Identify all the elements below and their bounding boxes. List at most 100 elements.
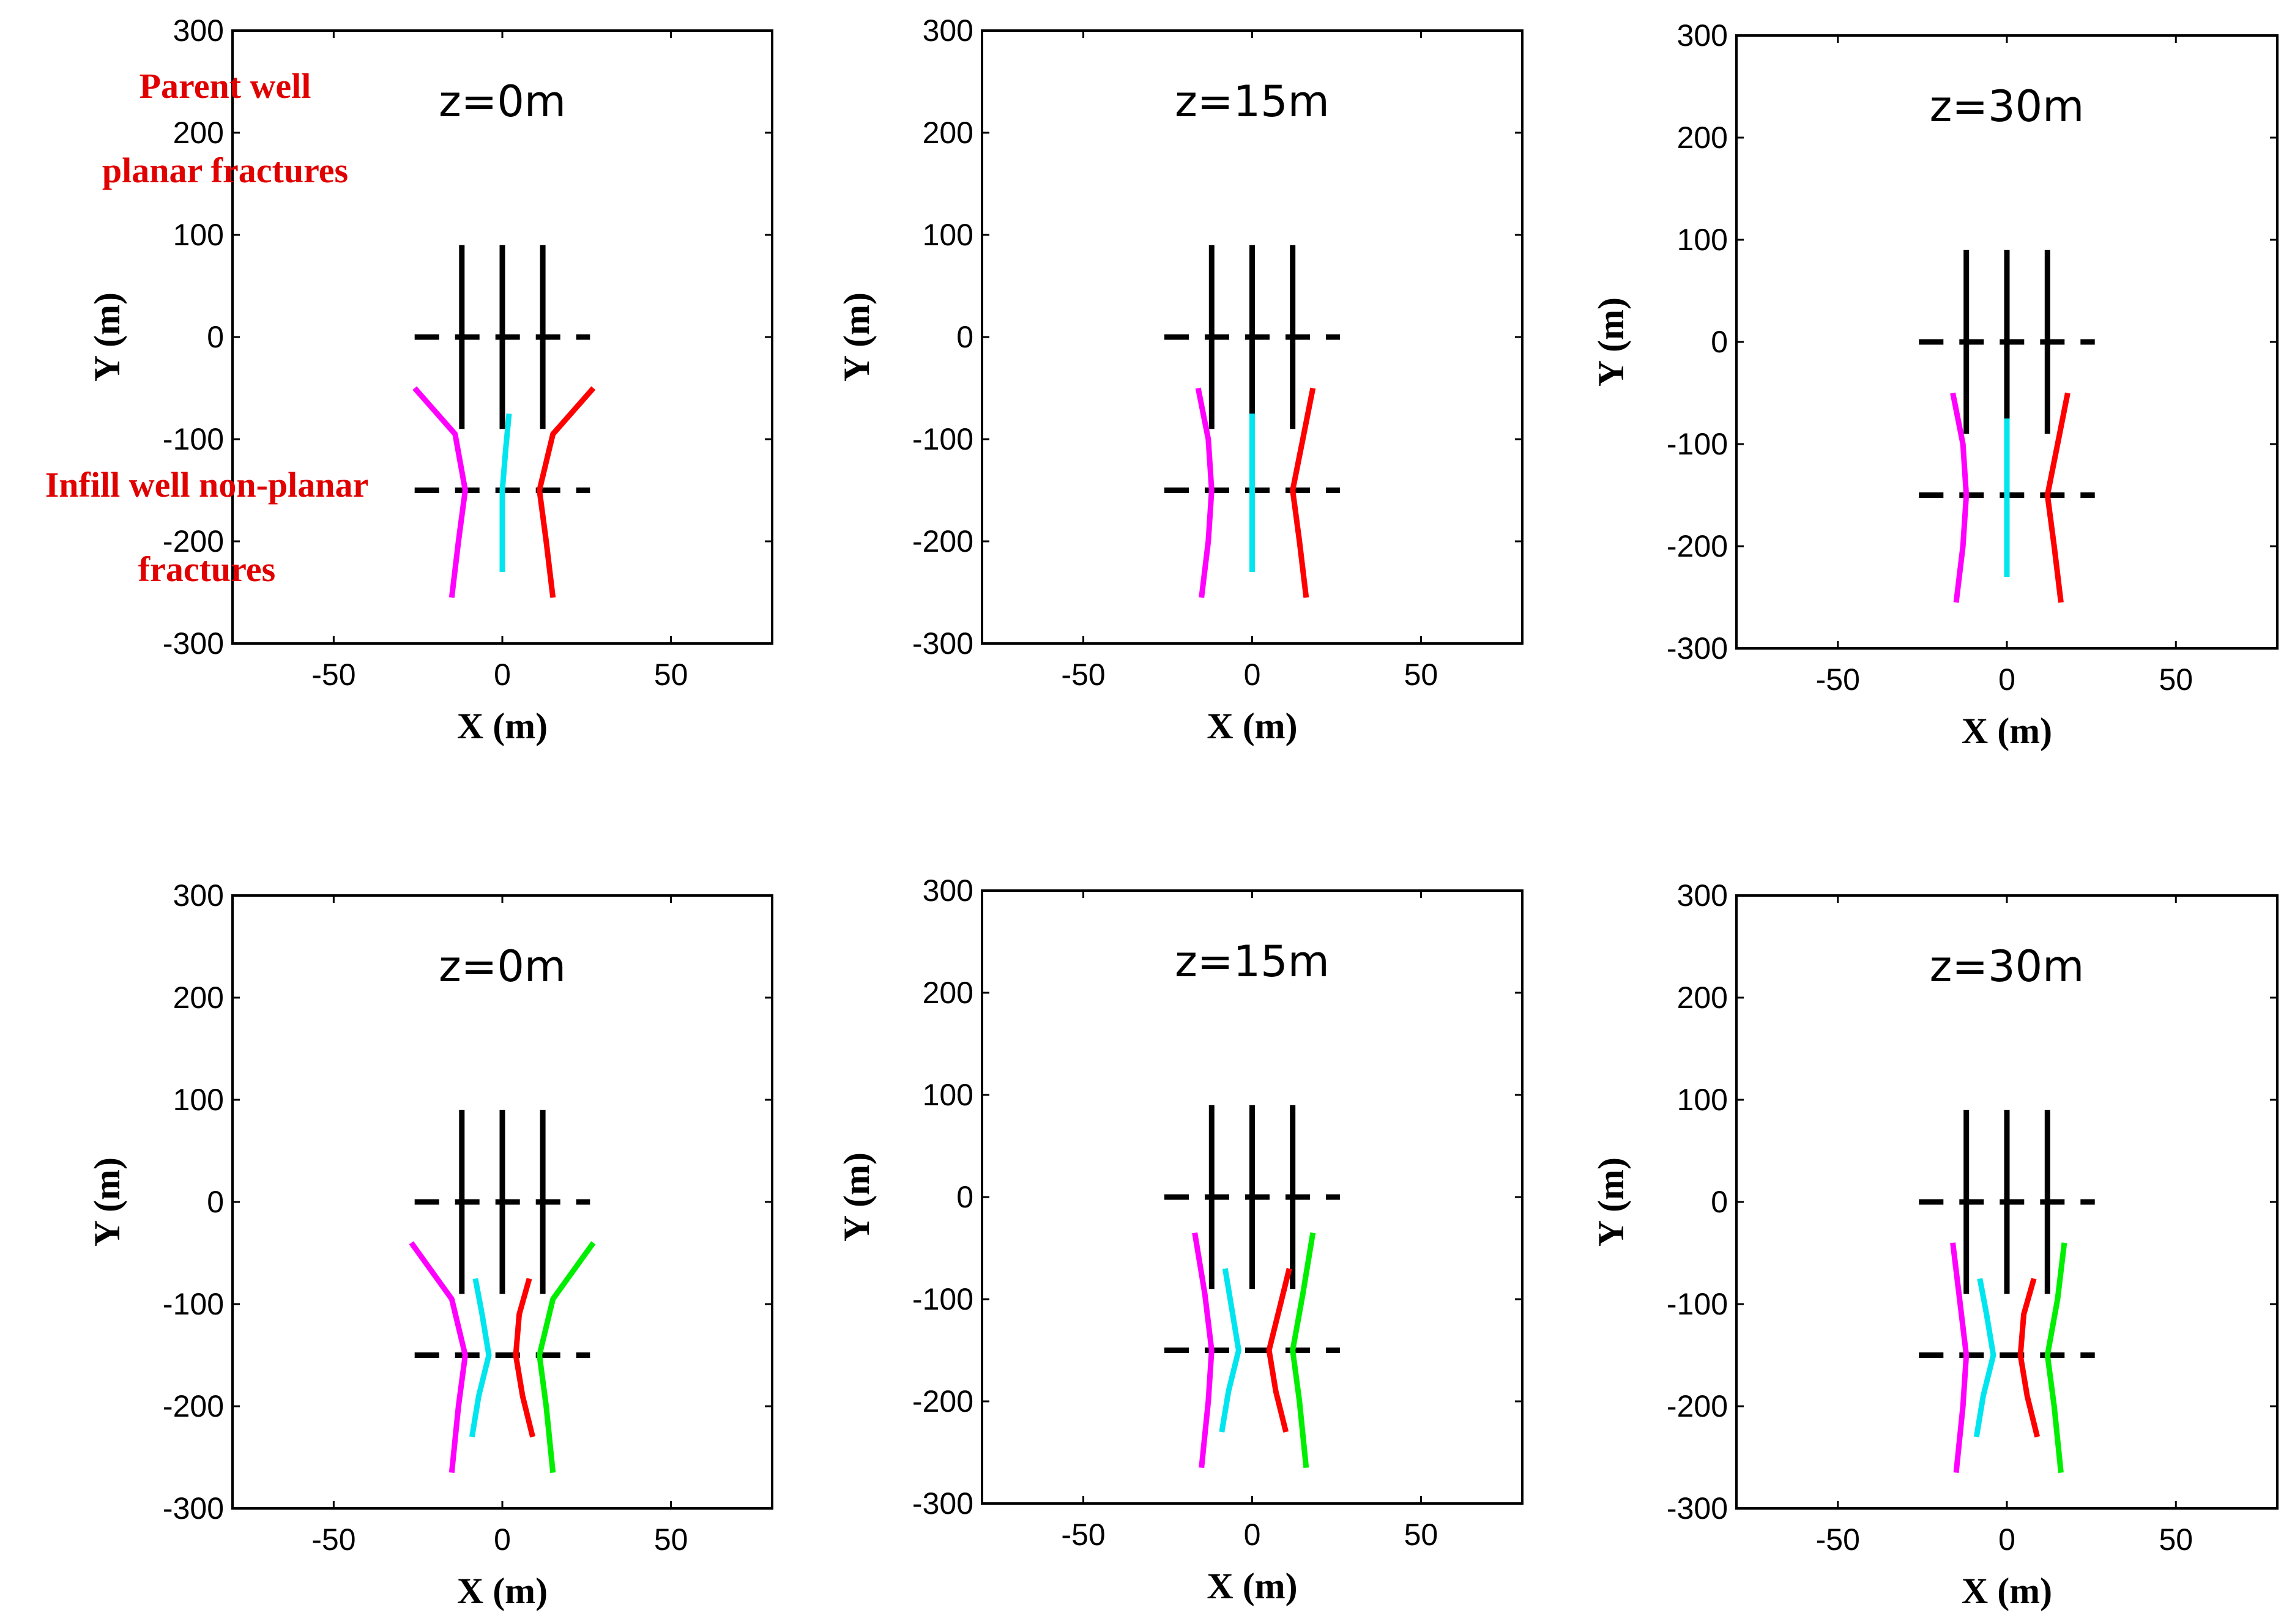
y-tick-label: 0 (956, 320, 973, 354)
y-tick-label: -200 (1667, 529, 1728, 563)
series-infill-fracture-cyan (1973, 1278, 1996, 1437)
y-tick-label: 100 (173, 1083, 224, 1117)
y-axis-label: Y (m) (836, 1152, 877, 1242)
parent-well-label-line2: planar fractures (102, 150, 348, 190)
y-tick-label: -100 (912, 422, 973, 456)
y-tick-label: 100 (923, 218, 973, 252)
x-tick-label: 50 (2159, 1522, 2193, 1557)
series-infill-fracture-red (1290, 387, 1316, 598)
y-tick-label: 100 (923, 1078, 973, 1112)
y-axis-label: Y (m) (1591, 297, 1631, 387)
y-axis-label: Y (m) (87, 1157, 127, 1247)
y-tick-label: 100 (1677, 1083, 1728, 1117)
x-tick-label: 0 (494, 1522, 511, 1557)
x-axis-label: X (m) (1962, 1571, 2052, 1611)
y-tick-label: -200 (163, 1389, 224, 1423)
panel-6: -50 0 50 300 200 100 0 -100 -200 -300 X (m) Y (m) z=… (1591, 878, 2279, 1611)
y-tick-label: -100 (1667, 1287, 1728, 1321)
x-tick-label: -50 (1061, 1518, 1105, 1552)
panel-4: -50 0 50 300 200 100 0 -100 -200 -300 X (m) Y (m) z=… (87, 878, 773, 1611)
panel-title: z=15m (1175, 936, 1330, 987)
x-tick-label: -50 (311, 1522, 355, 1557)
x-tick-label: 0 (1998, 1522, 2015, 1557)
panel-title: z=0m (439, 76, 566, 127)
y-tick-label: 0 (1711, 1185, 1728, 1219)
panel-title: z=30m (1930, 81, 2085, 132)
y-axis-label: Y (m) (1591, 1157, 1631, 1247)
y-tick-label: 200 (173, 116, 224, 150)
series-infill-fracture-magenta (1950, 1242, 1970, 1474)
parent-well-label: Parent well (140, 66, 311, 106)
series-infill-fracture-magenta (412, 386, 468, 598)
series-infill-fracture-green (2044, 1242, 2067, 1474)
x-axis-label: X (m) (1207, 1566, 1297, 1606)
infill-well-label: Infill well non-planar (45, 465, 369, 505)
x-axis-label: X (m) (1962, 711, 2052, 751)
series-infill-fracture-magenta (1195, 387, 1215, 598)
series-infill-fracture-magenta (1950, 392, 1970, 603)
x-axis-label: X (m) (457, 1571, 548, 1611)
y-tick-label: -300 (912, 1486, 973, 1521)
y-tick-label: -100 (1667, 427, 1728, 461)
panel-title: z=15m (1175, 76, 1330, 127)
y-tick-label: 200 (1677, 121, 1728, 155)
y-tick-label: 300 (173, 13, 224, 48)
x-tick-label: -50 (311, 658, 355, 692)
panel-title: z=30m (1930, 941, 2085, 992)
y-tick-label: 0 (1711, 325, 1728, 359)
x-tick-label: 50 (2159, 662, 2193, 697)
y-axis-label: Y (m) (87, 292, 127, 382)
series-infill-fracture-red (2017, 1278, 2041, 1438)
y-tick-label: -300 (1667, 631, 1728, 666)
x-tick-label: 0 (494, 658, 511, 692)
series-infill-fracture-red (2044, 392, 2071, 603)
y-tick-label: -200 (163, 524, 224, 558)
x-tick-label: 50 (1404, 658, 1438, 692)
y-tick-label: 300 (1677, 18, 1728, 53)
x-tick-label: 0 (1244, 658, 1261, 692)
x-tick-label: 50 (1404, 1518, 1438, 1552)
series-infill-fracture-red (1266, 1267, 1292, 1433)
panel-title: z=0m (439, 941, 566, 992)
series-infill-fracture-red (513, 1278, 535, 1438)
y-tick-label: -300 (912, 626, 973, 661)
panel-5: -50 0 50 300 200 100 0 -100 -200 -300 X (m) Y (m) z=… (836, 873, 1524, 1606)
series-infill-fracture-cyan (1219, 1268, 1241, 1433)
x-axis-label: X (m) (457, 706, 548, 746)
series-infill-fracture-cyan (469, 1278, 492, 1437)
y-tick-label: 200 (923, 976, 973, 1010)
y-tick-label: 0 (207, 320, 224, 354)
y-tick-label: -200 (912, 1384, 973, 1418)
y-tick-label: 300 (1677, 878, 1728, 913)
x-tick-label: 50 (654, 1522, 688, 1557)
y-tick-label: -300 (1667, 1491, 1728, 1526)
y-tick-label: 200 (1677, 981, 1728, 1015)
panel-3: -50 0 50 300 200 100 0 -100 -200 -300 X (m) Y (m) z=… (1591, 18, 2279, 751)
y-tick-label: 300 (173, 878, 224, 913)
series-infill-fracture-green (1290, 1232, 1316, 1469)
y-tick-label: 0 (207, 1185, 224, 1219)
infill-well-label-line2: fractures (138, 549, 275, 589)
panel-1: -50 0 50 300 200 100 0 -100 -200 -300 X (m) Y (m) z=… (87, 13, 773, 746)
y-tick-label: 300 (923, 873, 973, 908)
y-axis-label: Y (m) (836, 292, 877, 382)
y-tick-label: -300 (163, 626, 224, 661)
y-tick-label: 0 (956, 1180, 973, 1214)
y-tick-label: -100 (163, 1287, 224, 1321)
series-infill-fracture-green (537, 1241, 596, 1474)
x-tick-label: 0 (1998, 662, 2015, 697)
series-infill-fracture-magenta (409, 1241, 468, 1474)
series-infill-fracture-cyan (499, 413, 512, 573)
y-tick-label: 100 (173, 218, 224, 252)
x-axis-label: X (m) (1207, 706, 1297, 746)
y-tick-label: -200 (912, 524, 973, 558)
series-infill-fracture-red (537, 386, 596, 598)
x-tick-label: 0 (1244, 1518, 1261, 1552)
x-tick-label: -50 (1816, 1522, 1860, 1557)
y-tick-label: 200 (173, 981, 224, 1015)
x-tick-label: 50 (654, 658, 688, 692)
y-tick-label: -100 (912, 1282, 973, 1316)
y-tick-label: -100 (163, 422, 224, 456)
y-tick-label: 100 (1677, 223, 1728, 257)
